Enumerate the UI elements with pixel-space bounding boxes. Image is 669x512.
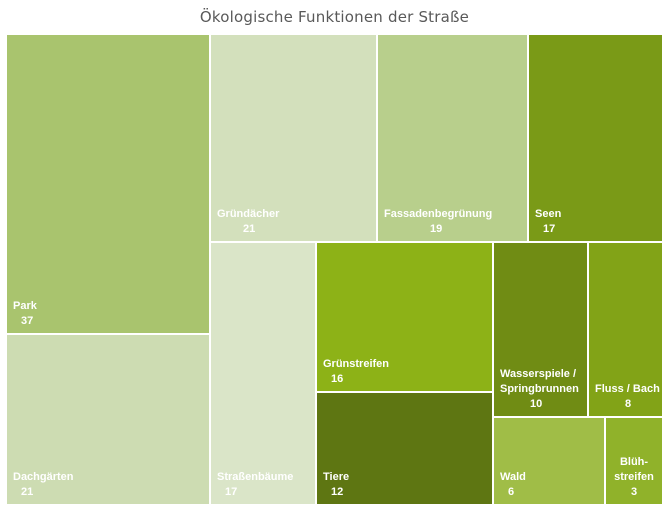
treemap-tile-strassenbaeume: Straßenbäume 17 — [210, 242, 316, 505]
tile-value-label: 6 — [508, 486, 515, 498]
tile-category-label: Fluss / Bach — [595, 383, 660, 395]
treemap-tile-wald: Wald 6 — [493, 417, 605, 505]
treemap-plot: Park 37 Dachgärten 21 Gründächer 21 Fassadenbe… — [6, 34, 663, 505]
treemap-tile-fluss-bach: Fluss / Bach 8 — [588, 242, 663, 417]
tile-category-label: Blüh- streifen — [614, 456, 654, 483]
tile-value-label: 3 — [630, 486, 638, 498]
tile-label: Seen 17 — [535, 207, 561, 237]
tile-value-label: 12 — [331, 486, 344, 498]
treemap-tile-fassadenbegruenung: Fassadenbegrünung 19 — [377, 34, 528, 242]
tile-label: Fluss / Bach 8 — [595, 382, 660, 412]
tile-label: Straßenbäume 17 — [217, 470, 293, 500]
tile-category-label: Gründächer — [217, 208, 280, 220]
tile-category-label: Seen — [535, 208, 562, 220]
tile-category-label: Park — [13, 300, 37, 312]
tile-category-label: Dachgärten — [13, 471, 74, 483]
tile-value-label: 19 — [430, 223, 443, 235]
tile-category-label: Wald — [500, 471, 526, 483]
tile-label: Tiere 12 — [323, 470, 349, 500]
treemap-tile-dachgaerten: Dachgärten 21 — [6, 334, 210, 505]
tile-label: Blüh- streifen 3 — [606, 455, 662, 500]
tile-label: Gründächer 21 — [217, 207, 279, 237]
tile-category-label: Wasserspiele / Springbrunnen — [500, 368, 579, 395]
treemap-tile-tiere: Tiere 12 — [316, 392, 493, 505]
tile-value-label: 10 — [530, 398, 543, 410]
tile-value-label: 8 — [625, 398, 632, 410]
tile-label: Fassadenbegrünung 19 — [384, 207, 492, 237]
tile-label: Park 37 — [13, 299, 37, 329]
treemap-tile-gruenstreifen: Grünstreifen 16 — [316, 242, 493, 392]
tile-value-label: 21 — [21, 486, 34, 498]
chart-title: Ökologische Funktionen der Straße — [199, 8, 470, 26]
treemap-tile-gruendaecher: Gründächer 21 — [210, 34, 377, 242]
tile-label: Wald 6 — [500, 470, 526, 500]
tile-value-label: 21 — [243, 223, 256, 235]
tile-value-label: 17 — [543, 223, 556, 235]
tile-category-label: Fassadenbegrünung — [384, 208, 493, 220]
tile-category-label: Grünstreifen — [323, 358, 390, 370]
tile-label: Dachgärten 21 — [13, 470, 74, 500]
treemap-tile-bluehstreifen: Blüh- streifen 3 — [605, 417, 663, 505]
treemap-tile-seen: Seen 17 — [528, 34, 663, 242]
tile-category-label: Tiere — [323, 471, 350, 483]
tile-value-label: 37 — [21, 315, 34, 327]
tile-category-label: Straßenbäume — [217, 471, 294, 483]
treemap-tile-park: Park 37 — [6, 34, 210, 334]
tile-value-label: 17 — [225, 486, 238, 498]
treemap-tile-wasserspiele-springbrunnen: Wasserspiele / Springbrunnen 10 — [493, 242, 588, 417]
tile-label: Grünstreifen 16 — [323, 357, 389, 387]
tile-label: Wasserspiele / Springbrunnen 10 — [500, 367, 584, 412]
tile-value-label: 16 — [331, 373, 344, 385]
